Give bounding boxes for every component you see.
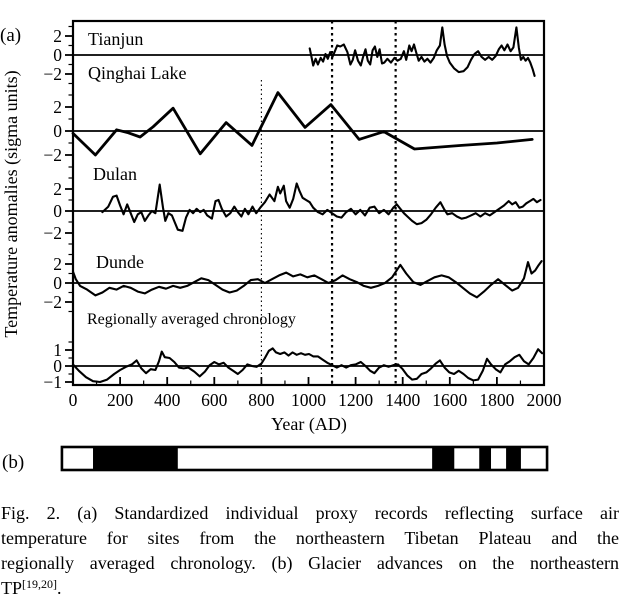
series-tianjun: [308, 26, 536, 77]
series-label-3: Dunde: [96, 252, 144, 272]
y-tick-label-p0-2: 2: [53, 26, 62, 46]
x-tick-label-1800: 1800: [479, 390, 514, 410]
y-tick-label-p2-0: 0: [53, 201, 62, 221]
glacier-advance-1525-1619: [432, 447, 455, 470]
glacier-advance-1839-1902: [506, 447, 521, 470]
panel-a-label: (a): [0, 25, 21, 46]
caption-reference-superscript: [19,20]: [22, 577, 58, 591]
x-tick-label-1000: 1000: [291, 390, 326, 410]
y-tick-label-p4-0: 0: [53, 356, 62, 376]
series-dunde: [71, 260, 543, 299]
y-tick-label-p2--2: −2: [43, 223, 62, 243]
y-axis-title: Temperature anomalies (sigma units): [1, 70, 22, 337]
y-tick-label-p0--2: −2: [43, 64, 62, 84]
y-tick-label-p3-2: 2: [53, 254, 62, 274]
series-label-4: Regionally averaged chronology: [87, 311, 296, 328]
y-tick-label-p4-1: 1: [53, 340, 62, 360]
x-axis-title: Year (AD): [271, 414, 347, 435]
series-regionally-averaged-chronology: [71, 347, 544, 384]
x-tick-label-1400: 1400: [385, 390, 420, 410]
caption-line-3: regionally averaged chronology. (b) Glac…: [1, 553, 619, 573]
x-tick-label-200: 200: [107, 390, 134, 410]
y-tick-label-p3-0: 0: [53, 273, 62, 293]
x-tick-label-800: 800: [248, 390, 275, 410]
caption-line-1: Fig. 2. (a) Standardized individual prox…: [1, 503, 619, 523]
series-label-1: Qinghai Lake: [88, 63, 186, 83]
x-tick-label-1200: 1200: [338, 390, 373, 410]
y-tick-label-p0-0: 0: [53, 45, 62, 65]
series-qinghai-lake: [71, 91, 534, 157]
caption-line-4: TP[19,20].: [1, 576, 619, 603]
y-tick-label-p1-0: 0: [53, 121, 62, 141]
y-tick-label-p4--1: −1: [43, 372, 62, 392]
panel-b-label: (b): [2, 452, 24, 473]
glacier-advance-85-445: [93, 447, 178, 470]
series-dulan: [101, 182, 542, 232]
y-tick-label-p3--2: −2: [43, 292, 62, 312]
caption-period: .: [57, 578, 62, 598]
x-tick-label-1600: 1600: [432, 390, 467, 410]
caption-line-2: temperature for sites from the northeast…: [1, 528, 619, 548]
x-tick-label-0: 0: [69, 390, 78, 410]
y-tick-label-p1--2: −2: [43, 145, 62, 165]
glacier-bar-frame: [60, 445, 549, 472]
x-tick-label-2000: 2000: [527, 390, 562, 410]
y-tick-label-p2-2: 2: [53, 179, 62, 199]
proxy-records-chart: 0 200 400 600 800 1000 1200 1400 1600 1800 200020−…: [0, 19, 562, 473]
series-label-2: Dulan: [93, 164, 137, 184]
caption-tp-text: TP: [1, 578, 23, 598]
x-tick-label-400: 400: [154, 390, 181, 410]
y-tick-label-p1-2: 2: [53, 97, 62, 117]
glacier-advance-1725-1775: [479, 447, 492, 470]
x-tick-label-600: 600: [201, 390, 228, 410]
figure-caption: Fig. 2. (a) Standardized individual prox…: [1, 501, 619, 603]
series-label-0: Tianjun: [88, 29, 143, 49]
